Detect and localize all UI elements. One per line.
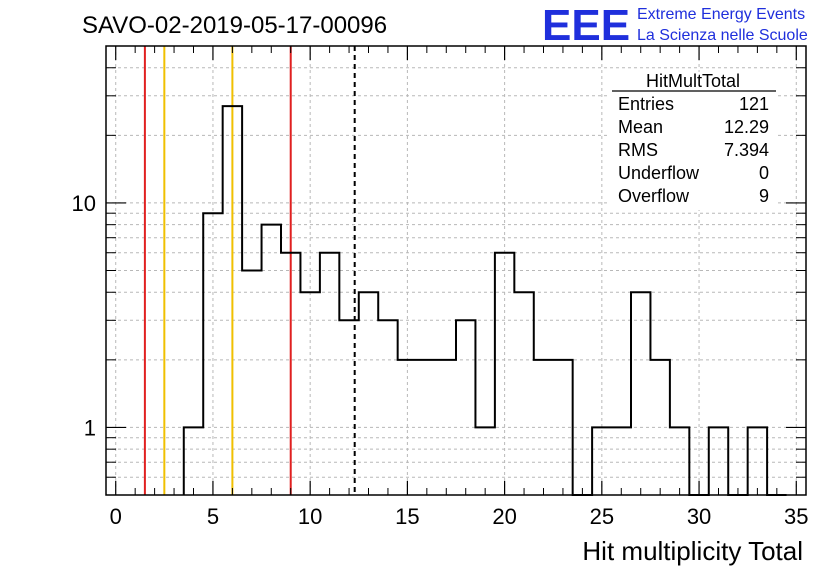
chart-title: SAVO-02-2019-05-17-00096 — [82, 12, 387, 39]
stats-row-value: 121 — [739, 94, 769, 114]
stats-row-value: 12.29 — [724, 117, 769, 137]
stats-row-label: Mean — [618, 117, 663, 137]
stats-row-label: Entries — [618, 94, 674, 114]
stats-row-label: Underflow — [618, 163, 700, 183]
stats-box: HitMultTotal Entries 121 Mean 12.29 RMS 7.394… — [608, 71, 778, 210]
logo-mark: EEE — [542, 1, 630, 50]
x-tick-label: 0 — [110, 504, 122, 529]
eee-logo: EEE Extreme Energy Events La Scienza nel… — [542, 1, 808, 50]
y-tick-label: 10 — [72, 191, 96, 216]
y-tick-label: 1 — [84, 415, 96, 440]
x-tick-label: 15 — [395, 504, 419, 529]
stats-row-value: 9 — [759, 186, 769, 206]
stats-row-value: 7.394 — [724, 140, 769, 160]
x-tick-label: 20 — [492, 504, 516, 529]
x-tick-label: 35 — [784, 504, 808, 529]
stats-row-label: Overflow — [618, 186, 690, 206]
logo-line-1: Extreme Energy Events — [637, 6, 805, 23]
stats-box-title: HitMultTotal — [646, 71, 740, 91]
stats-row-value: 0 — [759, 163, 769, 183]
logo-line-2: La Scienza nelle Scuole — [637, 27, 808, 44]
x-tick-label: 25 — [590, 504, 614, 529]
x-tick-label: 10 — [298, 504, 322, 529]
x-tick-label: 5 — [207, 504, 219, 529]
stats-row-label: RMS — [618, 140, 658, 160]
x-tick-label: 30 — [687, 504, 711, 529]
x-axis-label: Hit multiplicity Total — [582, 536, 803, 566]
